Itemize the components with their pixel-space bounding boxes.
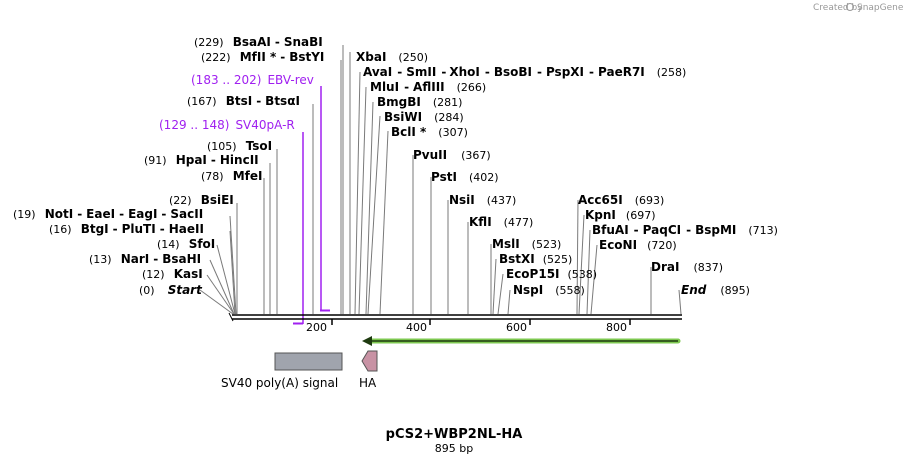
site-leader-lines [199, 45, 682, 315]
site-label-pvuii[interactable]: PvuII (367) [413, 148, 491, 162]
site-label-kpni[interactable]: KpnI (697) [585, 208, 656, 222]
sequence-backbone [228, 312, 682, 322]
leader-bcli [379, 130, 389, 315]
orf-arrow[interactable] [362, 336, 681, 346]
feature-ha-arrow[interactable] [361, 350, 378, 372]
site-label-btsi[interactable]: (167) BtsI - BtsαI [187, 90, 300, 109]
site-label-btgi[interactable]: (16) BtgI - PluTI - HaeII [49, 218, 204, 237]
site-label-sfoi[interactable]: (14) SfoI [157, 233, 215, 252]
leader-bsiwi [367, 115, 381, 315]
leader-kasi [206, 274, 235, 315]
map-length: 895 bp [435, 442, 473, 455]
site-label-nsii[interactable]: NsiI (437) [449, 193, 516, 207]
primer-marks [293, 86, 330, 325]
leader-mlui [358, 86, 367, 315]
site-label-econi[interactable]: EcoNI (720) [599, 238, 677, 252]
tick-label-400: 400 [406, 321, 427, 334]
site-label-bmgbi[interactable]: BmgBI (281) [377, 95, 462, 109]
site-label-mfei[interactable]: (78) MfeI [201, 165, 262, 184]
primer-label-sv40pa-r[interactable]: (129 .. 148) SV40pA-R [159, 118, 295, 132]
site-label-kfli[interactable]: KflI (477) [469, 215, 533, 229]
site-label-mlui[interactable]: MluI - AflIII (266) [370, 80, 486, 94]
site-label-start[interactable]: (0) Start [139, 279, 203, 298]
leader-ecop15i [497, 273, 504, 315]
leader-econi [590, 244, 598, 315]
site-label-msli[interactable]: MslI (523) [492, 237, 561, 251]
leader-nspi [507, 289, 511, 315]
feature-sv40-polya-box[interactable] [274, 352, 343, 371]
site-label-tsoi[interactable]: (105) TsoI [207, 135, 272, 154]
site-label-bsaai[interactable]: (229) BsaAI - SnaBI [194, 31, 323, 50]
leader-avai [354, 71, 361, 315]
site-label-bsiei[interactable]: (22) BsiEI [169, 189, 234, 208]
tick-label-600: 600 [506, 321, 527, 334]
leader-kpni [578, 214, 585, 315]
leader-bfuai [586, 229, 591, 315]
site-label-bfuai[interactable]: BfuAI - PaqCI - BspMI (713) [592, 223, 778, 237]
leader-sfoi [216, 244, 236, 315]
leader-bstxi [492, 258, 497, 315]
leader-start [199, 289, 234, 315]
site-label-drai[interactable]: DraI (837) [651, 260, 723, 274]
credit-app-name: SnapGene [857, 3, 904, 13]
axis: 200 400 600 800 [306, 319, 631, 334]
leader-noti [229, 215, 237, 315]
site-label-avai[interactable]: AvaI - SmII - XhoI - BsoBI - PspXI - PaeR7I (258) [363, 65, 686, 79]
site-label-nspi[interactable]: NspI (558) [513, 283, 585, 297]
leader-bmgbi [365, 101, 374, 315]
site-label-ecop15i[interactable]: EcoP15I (538) [506, 267, 597, 281]
site-label-acc65i[interactable]: Acc65I (693) [578, 193, 664, 207]
snapgene-logo-icon [846, 3, 854, 11]
leader-nari [209, 259, 235, 315]
site-label-end[interactable]: End (895) [681, 283, 750, 297]
credit-created-by: Created by [813, 3, 863, 13]
site-label-mfli[interactable]: (222) MfII * - BstYI [201, 46, 324, 65]
site-label-noti[interactable]: (19) NotI - EaeI - EagI - SacII [13, 203, 203, 222]
feature-label-sv40-polya: SV40 poly(A) signal [221, 376, 338, 390]
site-label-bcli[interactable]: BclI * (307) [391, 125, 468, 139]
leader-btgi [229, 230, 236, 315]
site-label-hpai[interactable]: (91) HpaI - HincII [144, 149, 259, 168]
tick-label-800: 800 [606, 321, 627, 334]
site-label-bstxi[interactable]: BstXI (525) [499, 252, 572, 266]
primer-label-ebv-rev[interactable]: (183 .. 202) EBV-rev [191, 73, 314, 87]
site-label-xbai[interactable]: XbaI (250) [356, 50, 428, 64]
map-title: pCS2+WBP2NL-HA [386, 427, 523, 442]
site-label-bsiwi[interactable]: BsiWI (284) [384, 110, 464, 124]
site-label-nari[interactable]: (13) NarI - BsaHI [89, 248, 201, 267]
leader-end [678, 289, 682, 315]
feature-label-ha: HA [359, 376, 377, 390]
site-label-kasi[interactable]: (12) KasI [142, 263, 203, 282]
tick-label-200: 200 [306, 321, 327, 334]
leader-acc65i [576, 199, 579, 315]
site-label-psti[interactable]: PstI (402) [431, 170, 499, 184]
